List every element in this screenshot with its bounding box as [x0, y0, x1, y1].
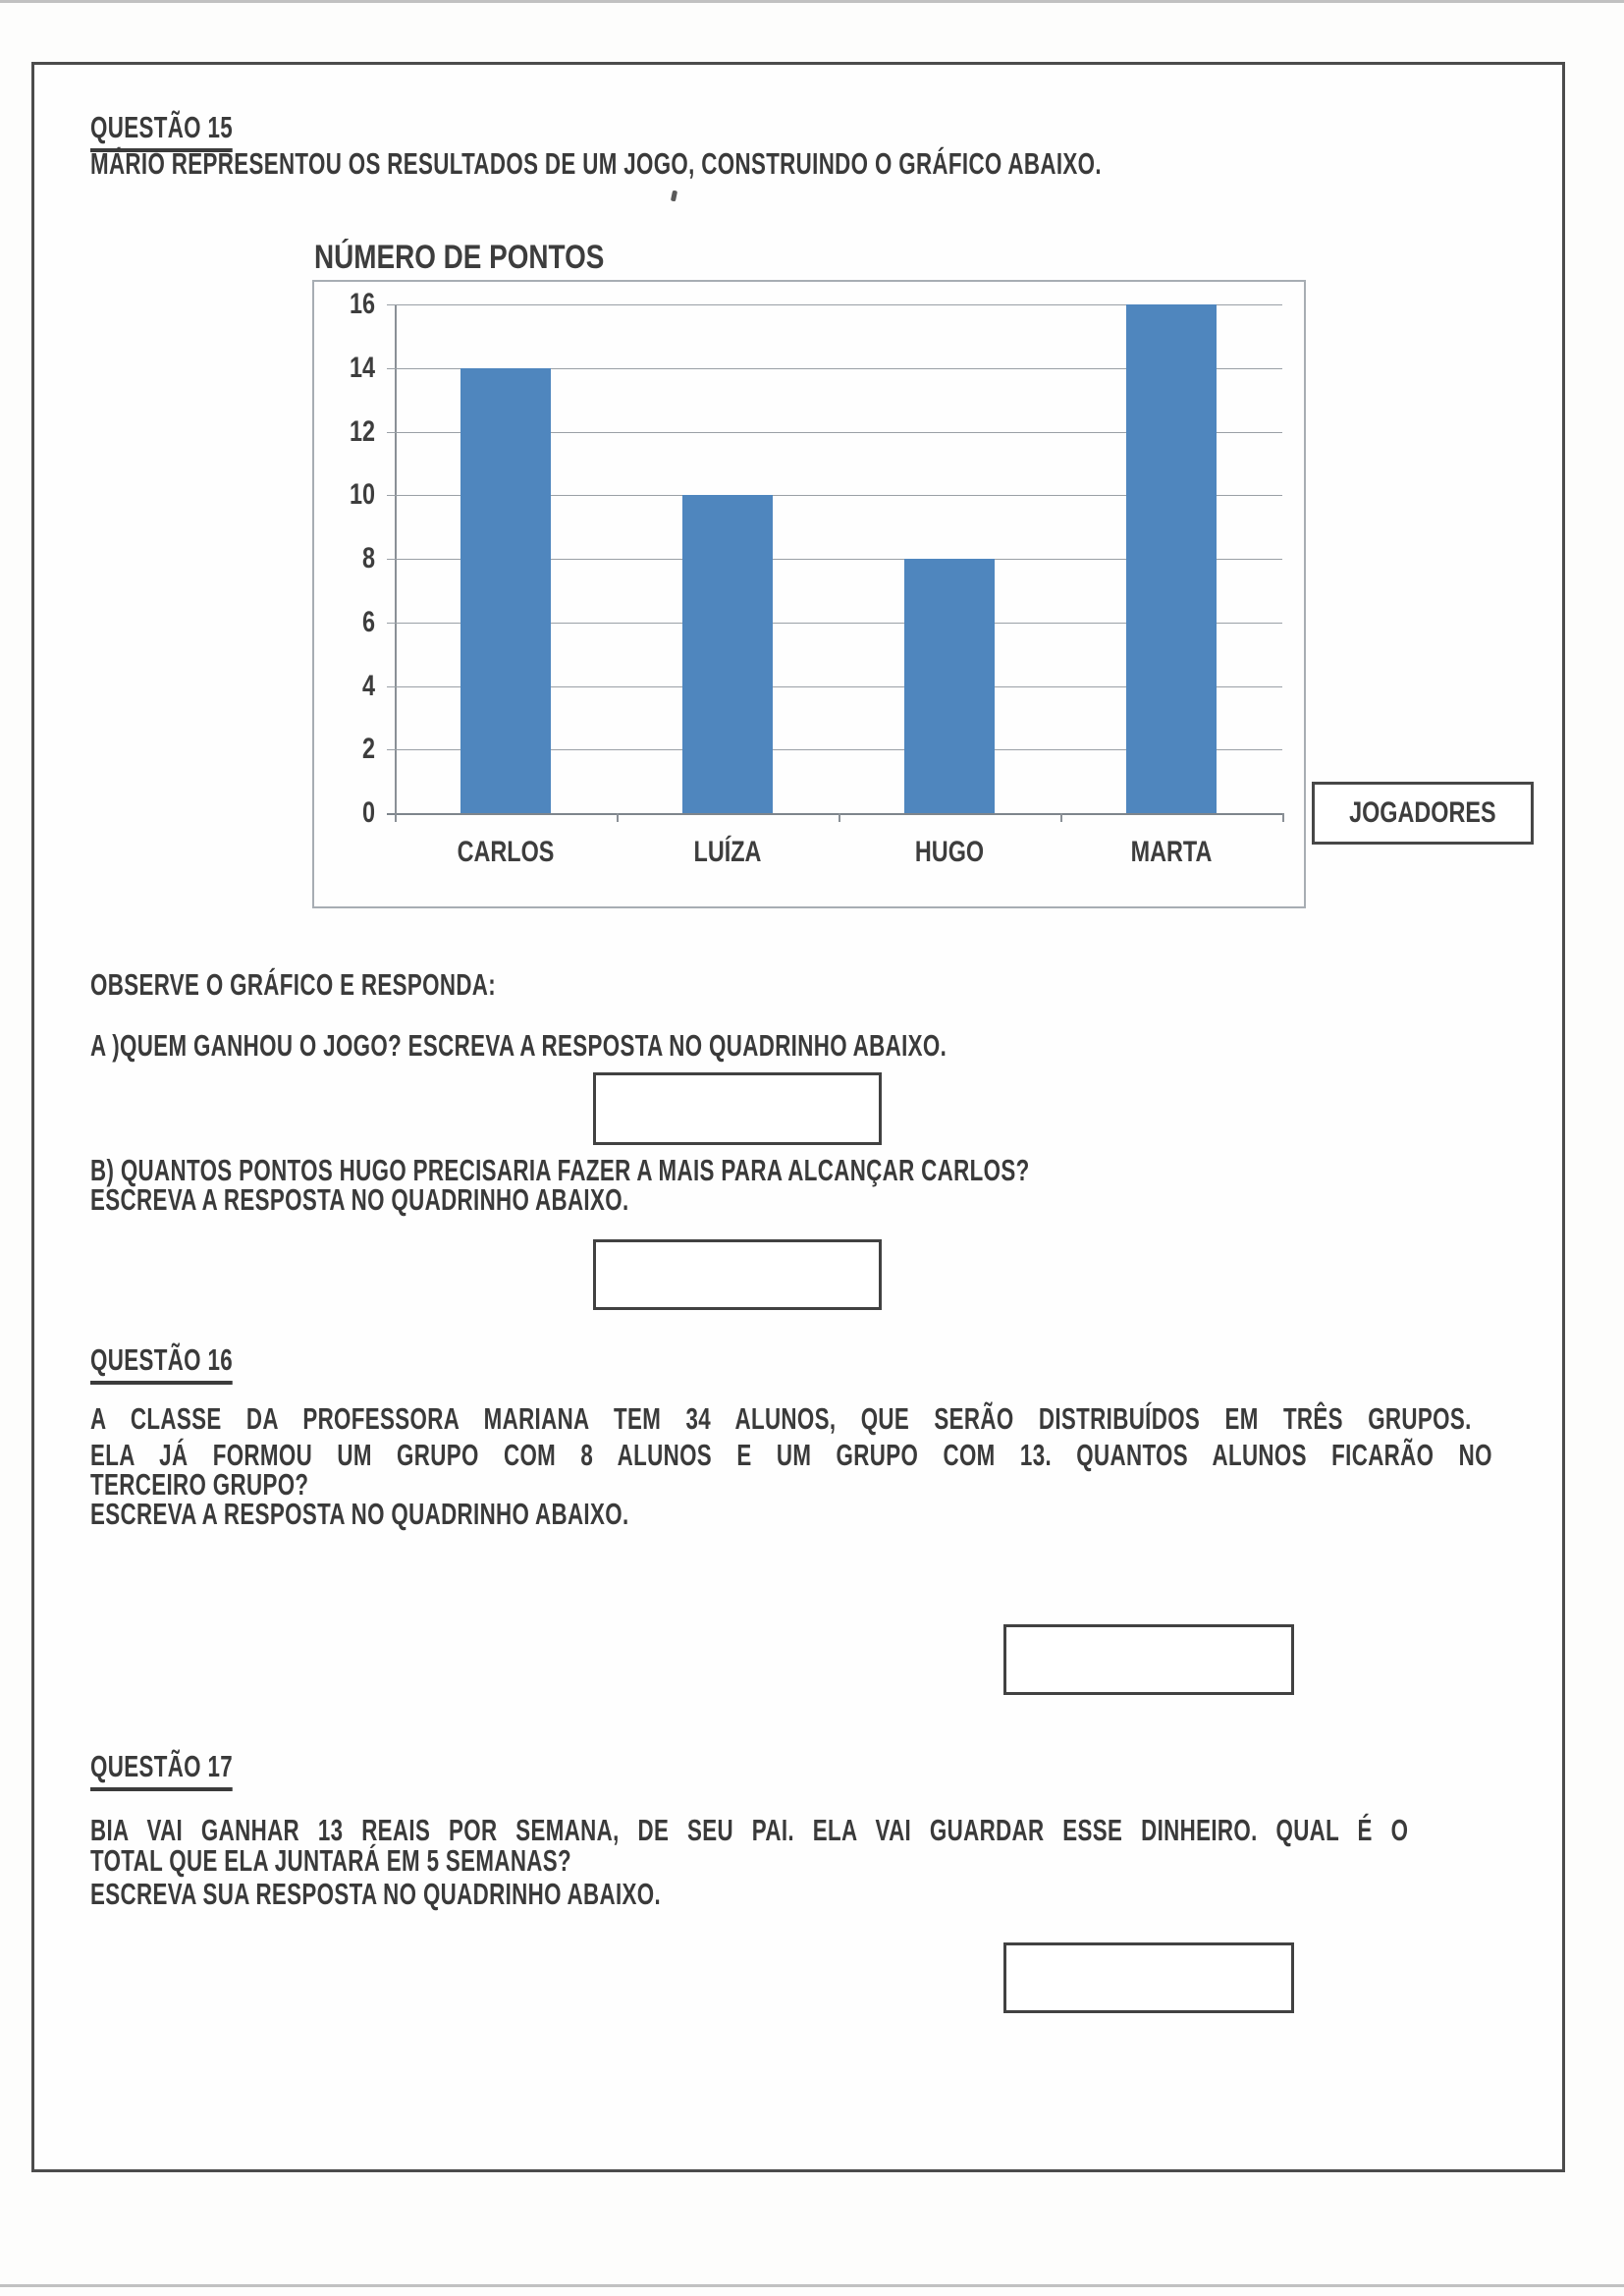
y-tick-label: 0 [361, 796, 375, 829]
question-15-title: QUESTÃO 15 [90, 110, 234, 152]
question-17-title: QUESTÃO 17 [90, 1749, 234, 1791]
x-axis-tick [1282, 813, 1284, 822]
bar-hugo [904, 559, 995, 813]
x-axis-label: JOGADORES [1349, 796, 1496, 829]
answer-box-15a[interactable] [593, 1072, 882, 1145]
y-axis-line [395, 304, 397, 815]
y-tick-label: 4 [361, 669, 375, 702]
bar-marta [1126, 304, 1217, 813]
x-category-label: HUGO [914, 836, 985, 868]
x-axis-tick [395, 813, 397, 822]
answer-box-15b[interactable] [593, 1239, 882, 1310]
bar-carlos [460, 367, 551, 813]
x-category-label: CARLOS [457, 836, 555, 868]
x-axis-line [387, 813, 1282, 815]
question-15-item-b-line1: B) QUANTOS PONTOS HUGO PRECISARIA FAZER … [90, 1153, 1030, 1187]
gridline [387, 367, 1282, 369]
question-15-item-b-line2: ESCREVA A RESPOSTA NO QUADRINHO ABAIXO. [90, 1182, 629, 1217]
gridline [387, 622, 1282, 624]
scan-artifact-top-line [0, 0, 1624, 3]
question-15-intro: MÁRIO REPRESENTOU OS RESULTADOS DE UM JO… [90, 146, 1102, 181]
gridline [387, 431, 1282, 433]
x-axis-tick [617, 813, 619, 822]
scan-artifact-bottom-line [0, 2284, 1624, 2287]
question-16-text-line3: TERCEIRO GRUPO? [90, 1467, 309, 1502]
gridline [387, 685, 1282, 687]
question-16-text-line1: A CLASSE DA PROFESSORA MARIANA TEM 34 AL… [90, 1401, 1472, 1436]
y-tick-label: 2 [361, 733, 375, 766]
question-15-item-a: A )QUEM GANHOU O JOGO? ESCREVA A RESPOST… [90, 1028, 947, 1063]
gridline [387, 749, 1282, 751]
question-16-text-line2: ELA JÁ FORMOU UM GRUPO COM 8 ALUNOS E UM… [90, 1438, 1492, 1472]
question-16-title: QUESTÃO 16 [90, 1342, 234, 1385]
question-17-instruction: ESCREVA SUA RESPOSTA NO QUADRINHO ABAIXO… [90, 1877, 662, 1911]
question-16-instruction: ESCREVA A RESPOSTA NO QUADRINHO ABAIXO. [90, 1497, 629, 1531]
question-17-text-line1: BIA VAI GANHAR 13 REAIS POR SEMANA, DE S… [90, 1813, 1409, 1847]
y-tick-label: 8 [361, 542, 375, 574]
chart-title: NÚMERO DE PONTOS [314, 239, 605, 276]
gridline [387, 495, 1282, 497]
x-axis-tick [1060, 813, 1062, 822]
gridline [387, 559, 1282, 560]
question-17-text-line2: TOTAL QUE ELA JUNTARÁ EM 5 SEMANAS? [90, 1843, 572, 1878]
y-tick-label: 16 [349, 288, 375, 320]
answer-box-17[interactable] [1003, 1942, 1294, 2013]
y-tick-label: 6 [361, 605, 375, 638]
x-axis-label-box: JOGADORES [1312, 782, 1534, 845]
bar-chart: 0 2 4 6 8 10 12 14 16 CARLOS LUÍZA HUGO MARTA [312, 280, 1306, 908]
x-category-label: LUÍZA [693, 836, 762, 868]
x-axis-tick [839, 813, 840, 822]
gridline [387, 304, 1282, 305]
y-tick-label: 10 [349, 478, 375, 512]
x-category-label: MARTA [1130, 836, 1213, 868]
observe-instruction: OBSERVE O GRÁFICO E RESPONDA: [90, 967, 497, 1002]
bar-luiza [682, 495, 773, 813]
y-tick-label: 14 [349, 351, 375, 384]
y-tick-label: 12 [349, 414, 375, 448]
answer-box-16[interactable] [1003, 1624, 1294, 1695]
